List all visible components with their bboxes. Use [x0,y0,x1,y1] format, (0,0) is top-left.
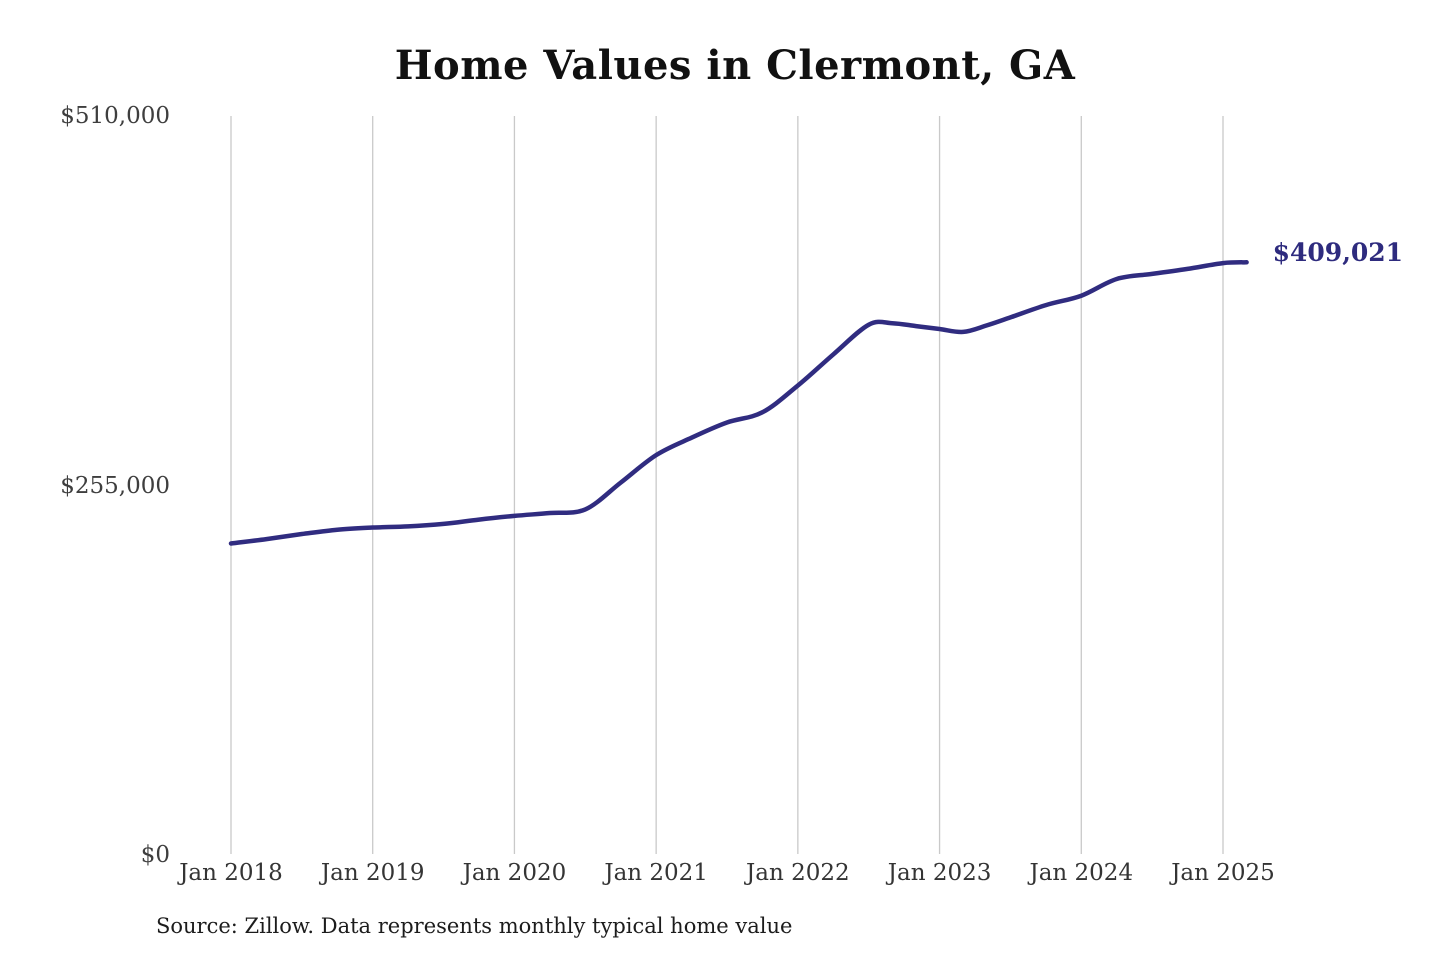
x-axis-tick-label: Jan 2023 [887,860,992,886]
x-axis-tick-label: Jan 2019 [320,860,425,886]
x-axis-tick-label: Jan 2018 [179,860,283,886]
x-axis-tick-label: Jan 2025 [1171,860,1275,886]
y-axis-tick-label: $0 [140,842,170,868]
current-value-label: $409,021 [1272,238,1404,268]
y-axis-tick-label: $255,000 [60,472,170,499]
chart-title: Home Values in Clermont, GA [394,42,1076,89]
x-axis-tick-label: Jan 2024 [1029,860,1134,886]
x-axis-tick-label: Jan 2021 [604,860,708,886]
home-value-line [228,260,1249,546]
x-axis-tick-label: Jan 2022 [746,860,850,886]
x-axis-tick-label: Jan 2020 [462,860,567,886]
y-axis-tick-label: $510,000 [60,103,170,129]
source-note: Source: Zillow. Data represents monthly … [156,914,793,938]
